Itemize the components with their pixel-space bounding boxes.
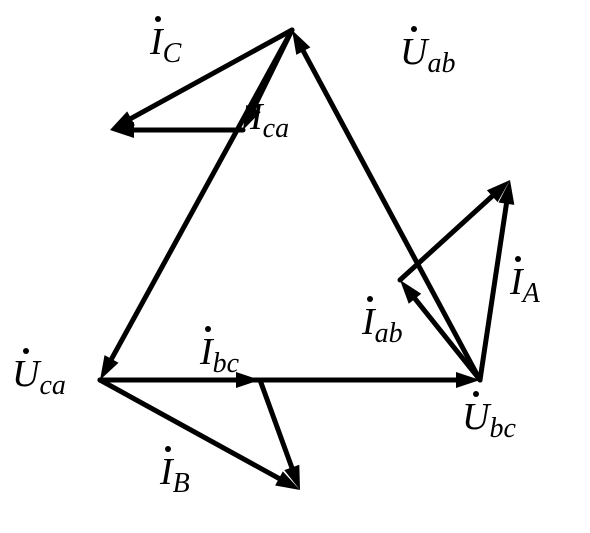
dot-I_ca xyxy=(255,91,261,97)
label-I_bc: Ibc xyxy=(200,330,239,374)
label-U_ab-main: U xyxy=(400,31,427,73)
label-I_ca-sub: ca xyxy=(263,113,289,144)
label-U_ca-sub: ca xyxy=(39,370,65,401)
arrow-head-I_bc xyxy=(236,372,260,388)
label-U_bc: Ubc xyxy=(462,395,516,439)
dot-I_ab xyxy=(367,296,373,302)
label-I_ab-main: I xyxy=(362,301,375,343)
label-I_B-sub: B xyxy=(173,468,190,499)
label-I_C: IC xyxy=(150,20,181,64)
label-U_ca-main: U xyxy=(12,353,39,395)
label-U_bc-main: U xyxy=(462,396,489,438)
label-I_A-main: I xyxy=(510,261,523,303)
dot-U_bc xyxy=(473,391,479,397)
label-I_bc-main: I xyxy=(200,331,213,373)
label-U_ab: Uab xyxy=(400,30,455,74)
dot-I_A xyxy=(515,256,521,262)
arrow-line-I_ab xyxy=(415,299,480,380)
dot-I_B xyxy=(165,446,171,452)
label-I_B-main: I xyxy=(160,451,173,493)
label-I_C-sub: C xyxy=(163,38,182,69)
label-U_ab-sub: ab xyxy=(427,48,455,79)
arrow-line-I_A xyxy=(480,204,506,380)
phasor-diagram xyxy=(0,0,590,533)
dot-U_ab xyxy=(411,26,417,32)
arrow-head-U_ca xyxy=(100,355,119,380)
arrow-line-I_B_par xyxy=(260,380,292,467)
label-I_ab-sub: ab xyxy=(375,318,403,349)
label-I_ca-main: I xyxy=(250,96,263,138)
label-I_bc-sub: bc xyxy=(213,348,239,379)
arrow-head-U_ab xyxy=(292,30,310,55)
dot-I_bc xyxy=(205,326,211,332)
label-I_ca: Ica xyxy=(250,95,289,139)
label-U_bc-sub: bc xyxy=(489,413,515,444)
label-U_ca: Uca xyxy=(12,352,66,396)
dot-U_ca xyxy=(23,348,29,354)
arrow-line-I_A_par xyxy=(400,196,492,280)
dot-I_C xyxy=(155,16,161,22)
label-I_A: IA xyxy=(510,260,540,304)
label-I_A-sub: A xyxy=(523,278,540,309)
label-I_B: IB xyxy=(160,450,190,494)
label-I_ab: Iab xyxy=(362,300,403,344)
label-I_C-main: I xyxy=(150,21,163,63)
